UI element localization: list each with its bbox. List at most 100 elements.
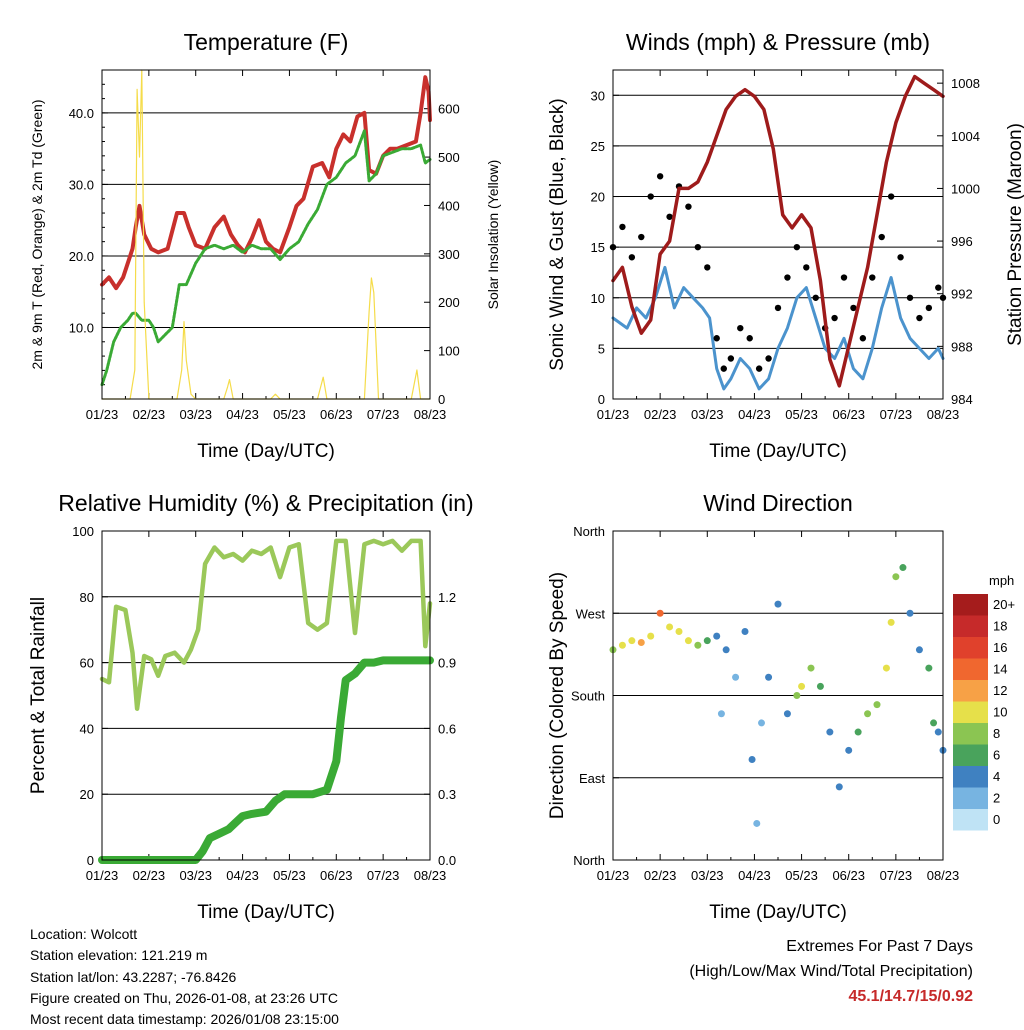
- dir-point: [675, 628, 683, 636]
- wind-title: Winds (mph) & Pressure (mb): [626, 29, 930, 55]
- dir-point: [816, 682, 824, 690]
- temp-y2-tick-label: 100: [438, 344, 460, 359]
- temp-x-tick-label: 06/23: [320, 407, 353, 422]
- dir-point: [899, 564, 907, 572]
- wind-y-tick-label: 20: [591, 190, 605, 205]
- wind-point: [869, 274, 876, 281]
- wind-series-sonic-wind: [611, 265, 945, 391]
- rh-y-tick-label: 60: [80, 656, 94, 671]
- dir-point: [758, 719, 765, 727]
- colorbar-title: mph: [989, 573, 1014, 588]
- dir-point: [887, 618, 895, 626]
- dir-frame: [612, 530, 944, 861]
- dir-point: [925, 664, 933, 672]
- location-text: Location: Wolcott: [30, 926, 138, 942]
- dir-xlabel: Time (Day/UTC): [709, 902, 847, 923]
- wind-y2-tick-label: 1000: [951, 181, 980, 196]
- colorbar-swatch: [953, 723, 988, 745]
- wind-point: [638, 233, 645, 241]
- dir-point: [684, 637, 692, 645]
- dir-point: [656, 609, 664, 617]
- wind-point: [859, 335, 867, 342]
- extremes-legend: (High/Low/Max Wind/Total Precipitation): [689, 963, 973, 980]
- wind-x-tick-label: 02/23: [644, 407, 677, 422]
- dir-y-tick-label: East: [579, 771, 605, 786]
- colorbar-label: 20+: [993, 597, 1015, 612]
- wind-y2-tick-label: 1004: [951, 129, 980, 144]
- wind-point: [746, 335, 753, 342]
- rh-y-tick-label: 40: [80, 721, 94, 736]
- temp-x-tick-label: 01/23: [86, 407, 119, 422]
- dir-point: [845, 746, 853, 754]
- temp-x-tick-label: 04/23: [226, 407, 259, 422]
- dir-point: [930, 719, 938, 727]
- wind-y-tick-label: 30: [591, 88, 605, 103]
- wind-point: [850, 304, 857, 312]
- temp-y2-tick-label: 300: [438, 247, 460, 262]
- dir-point: [666, 623, 674, 631]
- wind-point: [628, 254, 636, 261]
- wind-point: [793, 243, 801, 251]
- rh-y2-tick-label: 0.6: [438, 721, 456, 736]
- dir-point: [864, 710, 872, 718]
- dir-point: [882, 664, 890, 672]
- dir-panel: Wind DirectionNorthEastSouthWestNorth01/…: [547, 490, 1015, 923]
- dir-point: [732, 673, 740, 681]
- speed-colorbar: mph 20+ 18 16 14 12 10 8 6 4 2 0: [953, 573, 1015, 831]
- wind-point: [656, 173, 664, 180]
- wind-point: [840, 274, 848, 281]
- wind-point: [727, 355, 735, 362]
- wind-x-tick-label: 01/23: [597, 407, 630, 422]
- rh-y2-tick-label: 0.9: [438, 656, 456, 671]
- dir-point: [807, 664, 815, 672]
- dir-y-tick-label: North: [573, 524, 605, 539]
- wind-ylabel-right: Station Pressure (Maroon): [1005, 123, 1024, 346]
- dir-x-tick-label: 05/23: [785, 868, 818, 883]
- dir-point: [835, 783, 843, 791]
- rh-x-tick-label: 06/23: [320, 868, 353, 883]
- temp-series-2m-t: [100, 75, 432, 291]
- rh-y-tick-label: 20: [80, 787, 94, 802]
- temp-y2-tick-label: 0: [438, 392, 445, 407]
- temp-y-tick-label: 30.0: [69, 177, 94, 192]
- latest-text: Most recent data timestamp: 2026/01/08 2…: [30, 1011, 339, 1028]
- dir-point: [793, 692, 801, 699]
- colorbar-swatch: [953, 615, 988, 637]
- temp-y2-tick-label: 200: [438, 295, 460, 310]
- temp-series-2m-td: [100, 129, 432, 387]
- temp-x-tick-label: 03/23: [179, 407, 212, 422]
- temp-y-tick-label: 40.0: [69, 106, 94, 121]
- wind-y-tick-label: 0: [598, 392, 605, 407]
- wind-x-tick-label: 06/23: [832, 407, 865, 422]
- extremes-values: 45.1/14.7/15/0.92: [848, 988, 973, 1005]
- wind-point: [803, 264, 810, 271]
- wind-point: [906, 294, 914, 301]
- colorbar-label: 10: [993, 705, 1007, 720]
- wind-x-tick-label: 05/23: [785, 407, 818, 422]
- wind-xlabel: Time (Day/UTC): [709, 441, 847, 462]
- colorbar-label: 0: [993, 812, 1000, 827]
- rh-x-tick-label: 07/23: [367, 868, 400, 883]
- colorbar-label: 4: [993, 769, 1000, 784]
- colorbar-label: 14: [993, 662, 1007, 677]
- dir-y-tick-label: North: [573, 853, 605, 868]
- wind-point: [925, 304, 933, 312]
- wind-x-tick-label: 08/23: [927, 407, 960, 422]
- rh-x-tick-label: 04/23: [226, 868, 259, 883]
- wind-point: [784, 274, 791, 281]
- colorbar-swatch: [953, 701, 988, 723]
- dir-x-tick-label: 08/23: [927, 868, 960, 883]
- dir-point: [722, 646, 730, 654]
- wind-point: [713, 335, 720, 342]
- temp-x-tick-label: 07/23: [367, 407, 400, 422]
- station-info: Location: Wolcott Station elevation: 121…: [30, 924, 339, 1030]
- dir-y-tick-label: South: [571, 689, 605, 704]
- dir-ylabel: Direction (Colored By Speed): [547, 572, 568, 819]
- wind-point: [935, 284, 942, 291]
- colorbar-swatch: [953, 680, 988, 702]
- colorbar-label: 6: [993, 748, 1000, 763]
- dir-x-tick-label: 03/23: [691, 868, 724, 883]
- dir-point: [854, 728, 862, 736]
- dir-point: [783, 710, 791, 718]
- dir-point: [826, 728, 834, 736]
